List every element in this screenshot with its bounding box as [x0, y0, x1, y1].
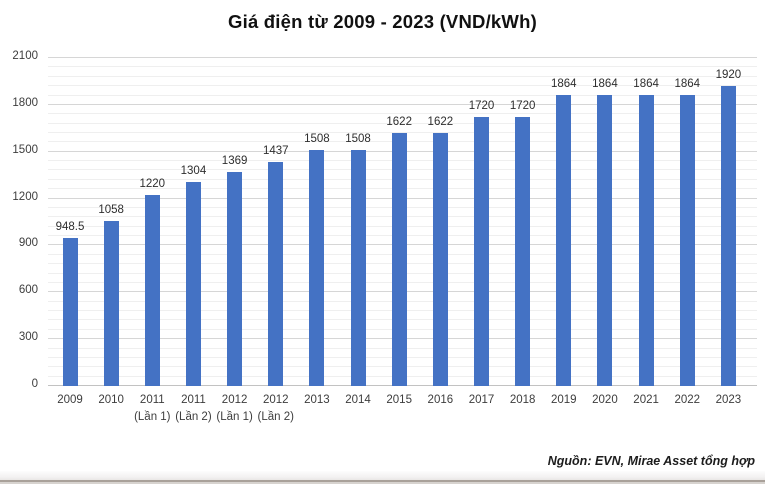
x-tick-year: 2013 — [304, 394, 330, 406]
bar-value-label: 1920 — [715, 69, 742, 82]
source-note: Nguồn: EVN, Mirae Asset tổng hợp — [547, 454, 755, 468]
bar — [679, 94, 695, 386]
minor-gridline — [48, 122, 757, 124]
x-tick-label: 2010 — [83, 392, 139, 409]
plot-area: 948.5 1058 1220 1304 1369 1437 1508 1508 1622 162… — [48, 57, 757, 386]
x-tick-label: 2021 — [618, 392, 674, 409]
x-tick-sublabel: (Lần 1) — [134, 411, 171, 423]
bar — [185, 182, 201, 386]
minor-gridline — [48, 94, 757, 96]
x-tick-label: 2011 (Lần 1) — [124, 392, 180, 426]
bar-value-label: 1508 — [304, 133, 330, 146]
x-tick-label: 2012 (Lần 2) — [248, 392, 304, 426]
x-tick-year: 2012 — [262, 394, 289, 406]
y-tick-label: 1200 — [12, 190, 38, 203]
y-tick-label: 1800 — [12, 96, 38, 109]
x-tick-label: 2016 — [412, 392, 468, 409]
bar-value-label: 1058 — [98, 203, 124, 216]
x-tick-sublabel: (Lần 1) — [216, 411, 253, 423]
y-tick-label: 2100 — [12, 50, 38, 62]
x-tick-sublabel: (Lần 2) — [175, 411, 212, 423]
x-tick-year: 2019 — [551, 394, 577, 406]
bar-value-label: 1622 — [427, 115, 454, 128]
bottom-window-edge — [0, 471, 765, 484]
x-tick-year: 2017 — [468, 394, 495, 406]
minor-gridline — [48, 85, 757, 87]
x-tick-year: 2010 — [98, 394, 124, 406]
x-tick-year: 2022 — [674, 394, 701, 406]
bottom-edge-line — [0, 480, 765, 482]
y-tick-label: 0 — [31, 378, 38, 390]
bar — [556, 94, 572, 386]
bar — [474, 117, 489, 386]
bar — [268, 161, 284, 386]
bar — [432, 132, 448, 386]
bar-value-label: 1864 — [633, 77, 659, 90]
x-tick-label: 2020 — [577, 392, 633, 409]
y-axis: 0 300 600 900 1200 1500 1800 2100 — [0, 50, 38, 390]
x-tick-year: 2011 — [139, 394, 165, 406]
bottom-edge-shadow — [0, 482, 765, 484]
minor-gridline — [48, 131, 757, 133]
bar — [720, 86, 736, 386]
x-tick-label: 2022 — [659, 392, 715, 409]
bar-value-label: 1864 — [551, 77, 577, 90]
y-tick-label: 300 — [18, 331, 38, 344]
bar-value-label: 1369 — [221, 155, 248, 168]
x-tick-year: 2023 — [715, 394, 742, 406]
x-tick-sublabel: (Lần 2) — [257, 411, 294, 423]
bar-value-label: 1437 — [262, 144, 289, 157]
x-tick-label: 2023 — [700, 392, 756, 409]
bar-value-label: 1622 — [386, 115, 412, 128]
bar-value-label: 1864 — [592, 77, 618, 90]
x-tick-year: 2016 — [427, 394, 454, 406]
bar — [62, 237, 78, 386]
x-tick-label: 2019 — [536, 392, 592, 409]
x-tick-year: 2009 — [57, 394, 83, 406]
chart-title: Giá điện từ 2009 - 2023 (VND/kWh) — [228, 11, 537, 32]
x-tick-label: 2015 — [371, 392, 427, 409]
bar — [309, 150, 325, 386]
bar — [350, 150, 366, 386]
minor-gridline — [48, 75, 757, 77]
bar-value-label: 1720 — [468, 100, 495, 113]
bar-value-label: 1508 — [345, 133, 371, 146]
x-tick-label: 2012 (Lần 1) — [207, 392, 263, 426]
bar — [597, 94, 613, 386]
minor-gridline — [48, 66, 757, 68]
x-tick-label: 2017 — [454, 392, 510, 409]
bar — [103, 220, 119, 386]
bar-value-label: 1864 — [674, 77, 701, 90]
bar-value-label: 948.5 — [55, 220, 85, 233]
x-tick-label: 2013 — [289, 392, 345, 409]
x-tick-year: 2014 — [345, 394, 371, 406]
x-tick-year: 2020 — [592, 394, 618, 406]
bar — [515, 117, 531, 386]
bar — [144, 195, 160, 386]
x-tick-year: 2018 — [509, 394, 536, 406]
major-gridline — [48, 57, 757, 58]
x-tick-year: 2015 — [386, 394, 412, 406]
x-axis: 2009 2010 2011 (Lần 1) 2011 (Lần 2) 2012 (Lần 1… — [48, 392, 757, 438]
x-tick-year: 2012 — [221, 394, 248, 406]
y-tick-label: 900 — [18, 237, 38, 250]
major-gridline — [48, 103, 757, 105]
x-tick-year: 2011 — [181, 394, 206, 406]
minor-gridline — [48, 113, 757, 115]
bar — [638, 94, 654, 386]
x-tick-label: 2018 — [495, 392, 551, 409]
bar-value-label: 1720 — [509, 100, 536, 113]
bar — [391, 132, 407, 386]
y-tick-label: 1500 — [12, 143, 38, 156]
bar — [227, 172, 243, 386]
x-tick-label: 2011 (Lần 2) — [165, 392, 221, 426]
x-tick-label: 2014 — [330, 392, 386, 409]
bar-value-label: 1304 — [180, 165, 207, 178]
x-tick-label: 2009 — [42, 392, 98, 409]
x-tick-year: 2021 — [633, 394, 659, 406]
bar-value-label: 1220 — [139, 178, 166, 191]
y-tick-label: 600 — [18, 284, 38, 297]
